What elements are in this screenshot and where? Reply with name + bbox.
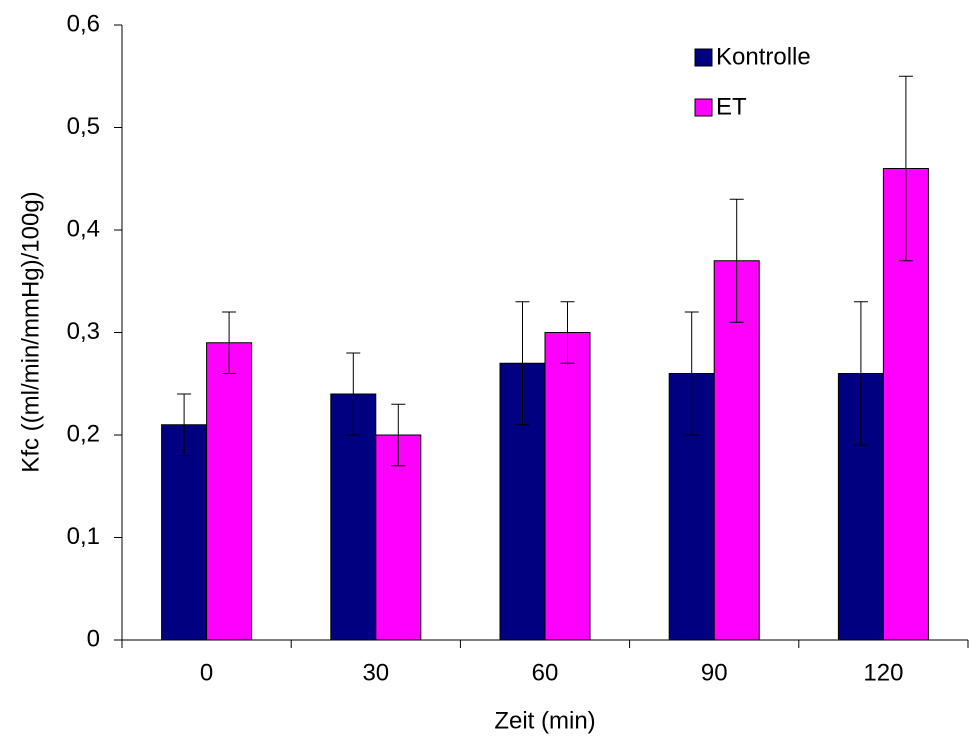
x-tick-label: 120	[863, 659, 903, 686]
x-tick-label: 30	[362, 659, 389, 686]
x-tick-label: 0	[200, 659, 213, 686]
bar	[375, 434, 422, 641]
bar	[206, 342, 253, 641]
x-tick-label: 60	[532, 659, 559, 686]
error-bar	[515, 301, 530, 426]
legend-swatch	[694, 98, 713, 117]
y-axis-label: Kfc ((ml/min/mmHg)/100g)	[17, 191, 44, 472]
legend-swatch	[694, 48, 713, 67]
y-tick-label: 0,3	[67, 318, 100, 345]
error-bar	[177, 393, 192, 456]
y-tick-label: 0,1	[67, 523, 100, 550]
error-bar	[222, 311, 237, 374]
y-tick-label: 0,6	[67, 10, 100, 37]
y-tick-label: 0	[87, 625, 100, 652]
error-bar	[898, 75, 913, 262]
y-tick-label: 0,5	[67, 113, 100, 140]
bar	[544, 332, 591, 641]
error-bar	[853, 301, 868, 446]
error-bar	[560, 301, 575, 364]
bar	[161, 424, 208, 641]
error-bar	[391, 403, 406, 467]
y-tick-label: 0,4	[67, 215, 100, 242]
legend-label: ET	[716, 93, 747, 120]
y-tick-label: 0,2	[67, 420, 100, 447]
error-bar	[729, 198, 744, 323]
error-bar	[684, 311, 699, 436]
bar	[713, 260, 760, 641]
legend-label: Kontrolle	[716, 43, 811, 70]
x-axis-label: Zeit (min)	[494, 707, 595, 734]
error-bar	[346, 352, 361, 436]
x-tick-label: 90	[701, 659, 728, 686]
